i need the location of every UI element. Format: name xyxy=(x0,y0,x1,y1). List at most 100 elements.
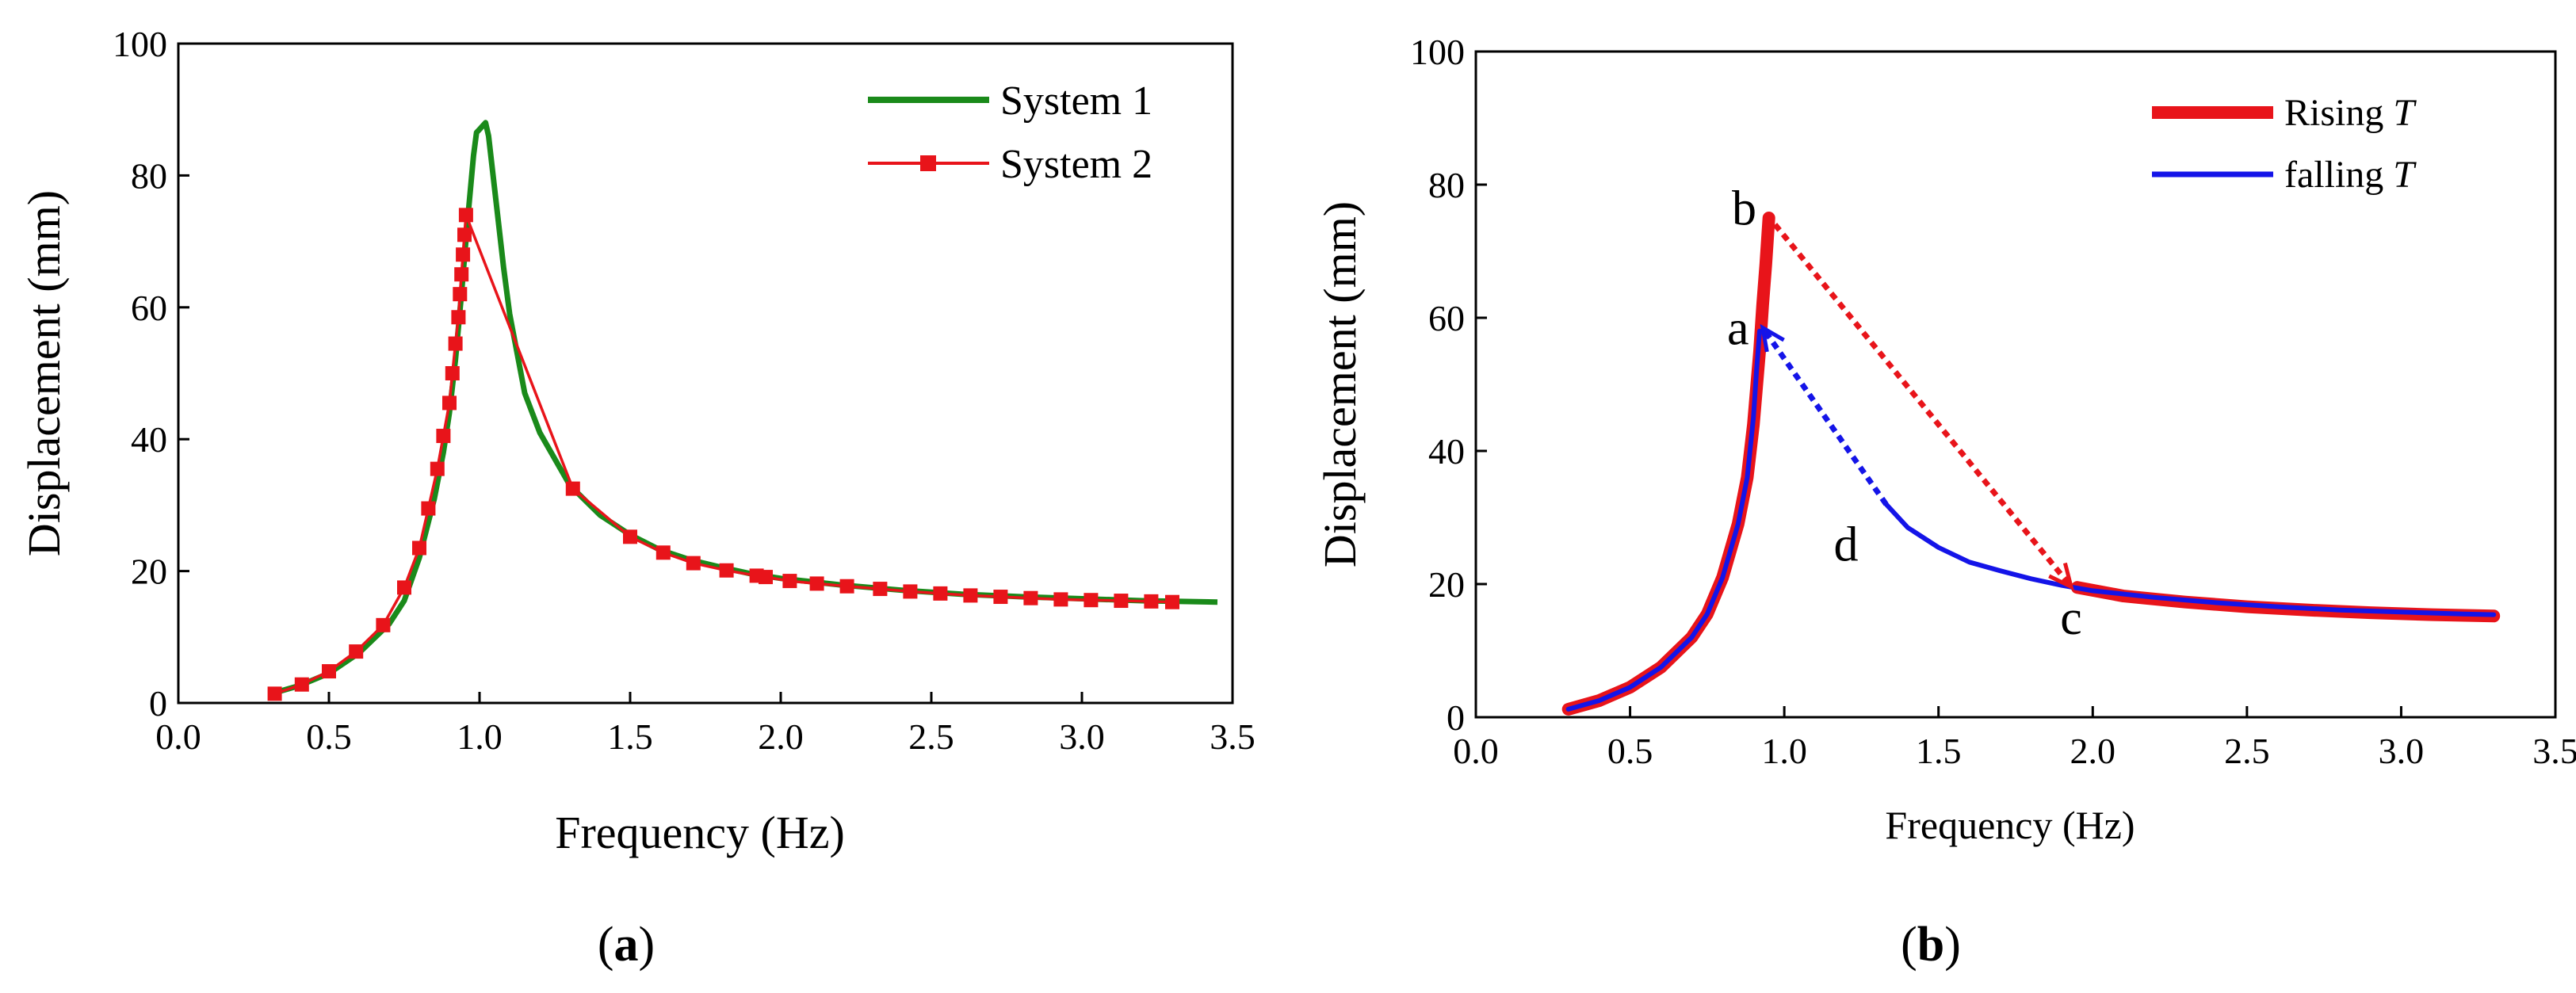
data-point-system-2 xyxy=(1114,594,1129,609)
jump-arrow-head xyxy=(1760,323,1785,353)
data-point-system-2 xyxy=(903,584,918,599)
x-tick-label: 3.0 xyxy=(2379,731,2425,771)
data-point-system-2 xyxy=(719,563,734,578)
legend-label-rising-t: Rising T xyxy=(2284,92,2417,134)
x-tick-label: 3.0 xyxy=(1059,716,1105,757)
data-point-system-2 xyxy=(436,429,451,444)
series-line-system-2 xyxy=(274,213,1173,696)
data-point-system-2 xyxy=(1084,593,1099,608)
data-point-system-2 xyxy=(397,580,411,595)
annotation-c: c xyxy=(2060,591,2082,645)
data-point-system-2 xyxy=(1023,590,1038,605)
data-point-system-2 xyxy=(933,586,948,601)
caption-a-open: ( xyxy=(598,918,614,972)
x-ticks-a: 0.0 0.5 1.0 1.5 2.0 2.5 3.0 3.5 xyxy=(155,692,1256,757)
legend-label-rising-prefix: Rising xyxy=(2284,92,2393,134)
legend-marker-system-2 xyxy=(920,155,936,171)
jump-arrow-head xyxy=(2048,562,2074,590)
y-tick-label: 20 xyxy=(131,552,167,592)
data-point-system-2 xyxy=(993,590,1008,605)
y-tick-label: 100 xyxy=(113,24,167,64)
plot-frame-b xyxy=(1474,50,2557,719)
annotations-b: a b c d xyxy=(1727,181,2082,645)
legend-label-system-2: System 2 xyxy=(1000,142,1152,187)
data-point-system-2 xyxy=(839,579,854,594)
data-point-system-2 xyxy=(963,588,978,603)
x-tick-label: 0.5 xyxy=(306,716,352,757)
panel-b: 0 20 40 60 80 100 0.0 0.5 1.0 1.5 2.0 2.5 3.0 3.5 a b… xyxy=(1314,32,2576,972)
data-point-system-2 xyxy=(349,644,364,659)
x-tick-label: 0.0 xyxy=(1453,731,1499,771)
caption-b-letter: b xyxy=(1917,918,1944,972)
data-point-system-2 xyxy=(655,545,671,560)
y-tick-label: 40 xyxy=(1428,431,1465,472)
data-point-system-2 xyxy=(1053,592,1068,607)
legend-a: System 1 System 2 xyxy=(868,78,1152,187)
annotation-d: d xyxy=(1833,518,1858,572)
data-point-system-2 xyxy=(458,208,473,223)
data-point-system-2 xyxy=(430,461,445,476)
y-ticks-a: 0 20 40 60 80 100 xyxy=(113,24,189,724)
series-line-system-1 xyxy=(268,120,1218,697)
x-axis-label-b: Frequency (Hz) xyxy=(1885,803,2135,847)
caption-a: (a) xyxy=(598,918,655,972)
legend-label-falling-var: T xyxy=(2393,154,2417,196)
legend-b: Rising T falling T xyxy=(2152,92,2417,196)
data-point-system-2 xyxy=(809,576,824,591)
data-point-system-2 xyxy=(454,267,469,282)
data-point-system-2 xyxy=(451,310,466,325)
y-tick-label: 40 xyxy=(131,419,167,460)
data-point-system-2 xyxy=(686,556,701,571)
data-point-system-2 xyxy=(376,617,391,632)
x-tick-label: 2.0 xyxy=(758,716,804,757)
data-point-system-2 xyxy=(565,481,580,496)
data-point-system-2 xyxy=(322,664,336,679)
data-point-system-2 xyxy=(873,582,888,597)
x-tick-label: 1.0 xyxy=(1761,731,1807,771)
y-tick-label: 80 xyxy=(131,155,167,196)
caption-a-letter: a xyxy=(614,918,639,972)
panel-a: 0 20 40 60 80 100 0.0 0.5 1.0 1.5 2.0 2.5 3.0 3.5 Di… xyxy=(18,24,1256,972)
y-tick-label: 80 xyxy=(1428,165,1465,205)
x-tick-label: 0.0 xyxy=(155,716,201,757)
y-axis-label-a: Displacement (mm) xyxy=(18,190,70,556)
data-point-system-2 xyxy=(442,395,457,411)
series-line-falling-t xyxy=(1565,328,1762,712)
data-point-system-2 xyxy=(453,287,468,302)
x-tick-label: 2.0 xyxy=(2070,731,2116,771)
series-line-falling-t-tail xyxy=(1883,502,2497,617)
jump-arrow-line xyxy=(1760,326,1889,506)
legend-label-falling-prefix: falling xyxy=(2284,154,2393,196)
data-point-system-2 xyxy=(759,570,773,585)
data-point-system-2 xyxy=(445,366,460,380)
series-line-rising-t xyxy=(1561,212,1775,716)
data-point-system-2 xyxy=(267,686,282,701)
y-axis-label-b: Displacement (mm) xyxy=(1314,201,1366,567)
x-tick-label: 1.5 xyxy=(1916,731,1962,771)
caption-b-open: ( xyxy=(1901,918,1917,972)
y-tick-label: 60 xyxy=(1428,298,1465,338)
data-point-system-2 xyxy=(457,227,472,243)
data-point-system-2 xyxy=(782,574,797,589)
y-tick-label: 0 xyxy=(1447,697,1465,738)
data-point-system-2 xyxy=(623,529,637,544)
caption-b: (b) xyxy=(1901,918,1961,972)
x-tick-label: 2.5 xyxy=(2224,731,2270,771)
series-b xyxy=(1561,212,2501,716)
annotation-a: a xyxy=(1727,302,1749,356)
x-tick-label: 1.5 xyxy=(607,716,653,757)
x-tick-label: 3.5 xyxy=(1210,716,1256,757)
x-tick-label: 2.5 xyxy=(908,716,954,757)
caption-b-close: ) xyxy=(1944,918,1961,972)
plot-frame-a xyxy=(177,42,1234,705)
y-tick-label: 0 xyxy=(149,683,167,724)
y-ticks-b: 0 20 40 60 80 100 xyxy=(1410,32,1487,738)
jump-arrows-b xyxy=(1760,223,2074,590)
x-axis-label-a: Frequency (Hz) xyxy=(555,807,845,858)
x-tick-label: 1.0 xyxy=(457,716,503,757)
legend-label-falling-t: falling T xyxy=(2284,154,2417,196)
data-point-system-2 xyxy=(1165,594,1179,609)
legend-label-system-1: System 1 xyxy=(1000,78,1152,124)
x-tick-label: 3.5 xyxy=(2532,731,2576,771)
